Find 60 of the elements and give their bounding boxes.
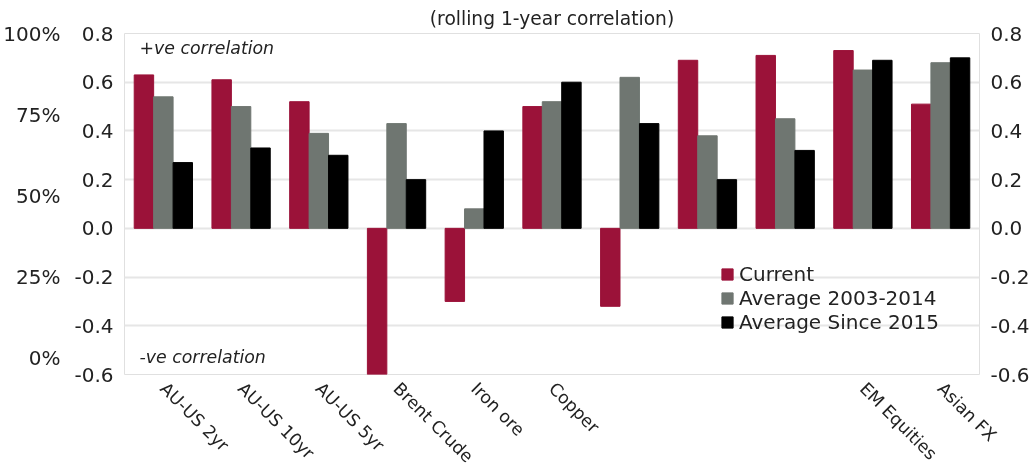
bar [328, 154, 349, 229]
y-tick-label: -0.4 [74, 313, 114, 338]
y-tick-label: 0.8 [81, 21, 114, 46]
bar [619, 76, 640, 229]
annotation: -ve correlation [139, 347, 266, 368]
bar [230, 106, 252, 229]
bar [638, 123, 660, 229]
bar [677, 59, 699, 229]
y2-tick-label: -0.6 [990, 362, 1030, 387]
bar [949, 57, 971, 229]
bar [522, 106, 543, 229]
bar [600, 227, 621, 307]
y-tick-label: 0.0 [81, 216, 114, 241]
bar [386, 123, 407, 229]
bar [153, 96, 174, 229]
bar [697, 135, 718, 229]
bar [755, 54, 776, 229]
bar [716, 179, 738, 229]
bar [211, 79, 232, 229]
bar [289, 101, 310, 229]
chart-subtitle: (rolling 1-year correlation) [429, 7, 675, 29]
y2-tick-label: 0.2 [990, 167, 1023, 192]
y3-tick-label: 25% [16, 265, 61, 290]
bar [872, 59, 893, 229]
y-tick-label: 0.6 [81, 70, 114, 95]
bar [308, 132, 330, 229]
bar [133, 74, 155, 229]
y2-tick-label: -0.4 [990, 313, 1030, 338]
y-tick-label: 0.4 [81, 118, 114, 143]
y2-tick-label: 0.6 [990, 70, 1023, 95]
bar [852, 69, 874, 229]
y3-tick-label: 50% [16, 183, 61, 208]
legend-label: Current [739, 262, 815, 286]
bar [464, 208, 485, 229]
annotation: +ve correlation [139, 38, 275, 59]
bar [561, 81, 582, 229]
bar [444, 227, 466, 302]
y3-tick-label: 0% [28, 346, 61, 371]
y2-tick-label: 0.0 [990, 216, 1023, 241]
bar [405, 179, 427, 229]
legend-label: Average 2003-2014 [739, 286, 937, 310]
y2-tick-label: 0.4 [990, 118, 1023, 143]
bar [794, 149, 815, 229]
bar [250, 147, 271, 229]
bar [930, 62, 951, 229]
y-tick-label: -0.2 [74, 265, 114, 290]
legend-label: Average Since 2015 [739, 310, 939, 334]
y2-tick-label: 0.8 [990, 21, 1023, 46]
y-tick-label: 0.2 [81, 167, 114, 192]
bar [833, 50, 854, 229]
bar [774, 118, 796, 229]
y3-tick-label: 100% [3, 21, 61, 46]
bar [910, 103, 932, 229]
bar [172, 162, 194, 229]
bar [366, 227, 388, 375]
bar [541, 101, 563, 229]
y-tick-label: -0.6 [74, 362, 114, 387]
y3-tick-label: 75% [16, 102, 61, 127]
bar [483, 130, 504, 229]
y2-tick-label: -0.2 [990, 265, 1030, 290]
